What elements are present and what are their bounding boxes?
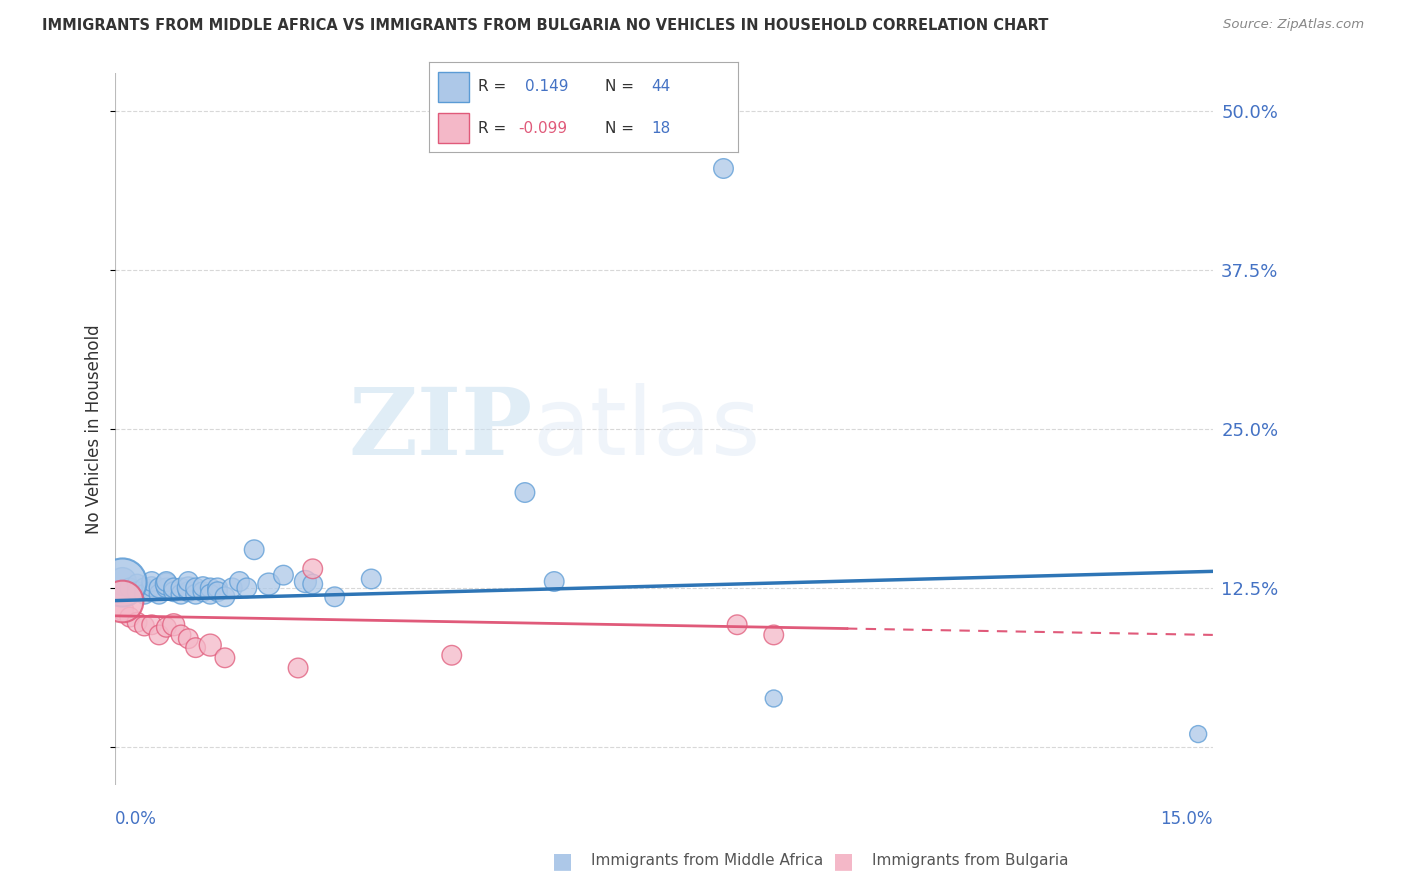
Point — [236, 581, 259, 595]
Point — [163, 581, 186, 595]
Point — [148, 587, 170, 601]
Point — [118, 610, 141, 624]
Text: Immigrants from Middle Africa: Immigrants from Middle Africa — [591, 854, 823, 868]
Point — [177, 574, 200, 589]
Point — [191, 584, 214, 599]
Point — [711, 161, 734, 176]
Point — [127, 584, 149, 599]
Y-axis label: No Vehicles in Household: No Vehicles in Household — [86, 324, 103, 533]
Point — [155, 620, 177, 634]
Point — [134, 587, 156, 601]
Point — [127, 615, 149, 630]
Point — [725, 617, 748, 632]
Point — [170, 628, 193, 642]
Point — [155, 577, 177, 591]
Point — [513, 485, 536, 500]
Point — [440, 648, 463, 663]
Text: N =: N = — [605, 79, 634, 95]
Point — [127, 577, 149, 591]
Point — [141, 580, 163, 594]
Point — [294, 574, 316, 589]
Point — [177, 632, 200, 646]
Point — [111, 574, 134, 589]
Point — [170, 587, 193, 601]
Point — [762, 691, 785, 706]
Text: 15.0%: 15.0% — [1160, 810, 1213, 828]
Point — [170, 581, 193, 595]
Point — [141, 584, 163, 599]
Point — [111, 593, 134, 607]
Point — [134, 581, 156, 595]
Text: ■: ■ — [553, 851, 572, 871]
Point — [141, 617, 163, 632]
Bar — [439, 113, 470, 143]
Point — [273, 568, 295, 582]
Point — [543, 574, 565, 589]
Point — [762, 628, 785, 642]
Point — [111, 602, 134, 616]
Text: 0.149: 0.149 — [524, 79, 568, 95]
Point — [177, 584, 200, 599]
Point — [177, 581, 200, 595]
Point — [184, 640, 207, 655]
Point — [200, 587, 222, 601]
Point — [221, 581, 243, 595]
Point — [155, 581, 177, 595]
Point — [287, 661, 309, 675]
Point — [148, 581, 170, 595]
Text: -0.099: -0.099 — [519, 120, 568, 136]
Text: R =: R = — [478, 79, 506, 95]
Point — [184, 581, 207, 595]
Point — [323, 590, 346, 604]
Text: 44: 44 — [651, 79, 671, 95]
Point — [134, 619, 156, 633]
Point — [360, 572, 382, 586]
Point — [148, 628, 170, 642]
Point — [118, 581, 141, 595]
Point — [200, 581, 222, 595]
Point — [191, 580, 214, 594]
Point — [1187, 727, 1209, 741]
Text: N =: N = — [605, 120, 634, 136]
Point — [207, 584, 229, 599]
Text: Immigrants from Bulgaria: Immigrants from Bulgaria — [872, 854, 1069, 868]
Text: 0.0%: 0.0% — [115, 810, 157, 828]
Point — [214, 590, 236, 604]
Point — [111, 574, 134, 589]
Bar — [439, 72, 470, 102]
Point — [141, 574, 163, 589]
Text: IMMIGRANTS FROM MIDDLE AFRICA VS IMMIGRANTS FROM BULGARIA NO VEHICLES IN HOUSEHO: IMMIGRANTS FROM MIDDLE AFRICA VS IMMIGRA… — [42, 18, 1049, 33]
Point — [301, 577, 323, 591]
Point — [163, 584, 186, 599]
Text: Source: ZipAtlas.com: Source: ZipAtlas.com — [1223, 18, 1364, 31]
Point — [184, 587, 207, 601]
Text: ZIP: ZIP — [349, 384, 533, 474]
Text: atlas: atlas — [533, 383, 761, 475]
Text: ■: ■ — [834, 851, 853, 871]
Point — [155, 574, 177, 589]
Point — [257, 577, 280, 591]
Point — [163, 617, 186, 632]
Point — [243, 542, 266, 557]
Point — [207, 581, 229, 595]
Text: R =: R = — [478, 120, 506, 136]
Point — [200, 638, 222, 652]
Text: 18: 18 — [651, 120, 671, 136]
Point — [228, 574, 250, 589]
Point — [214, 650, 236, 665]
Point — [301, 562, 323, 576]
